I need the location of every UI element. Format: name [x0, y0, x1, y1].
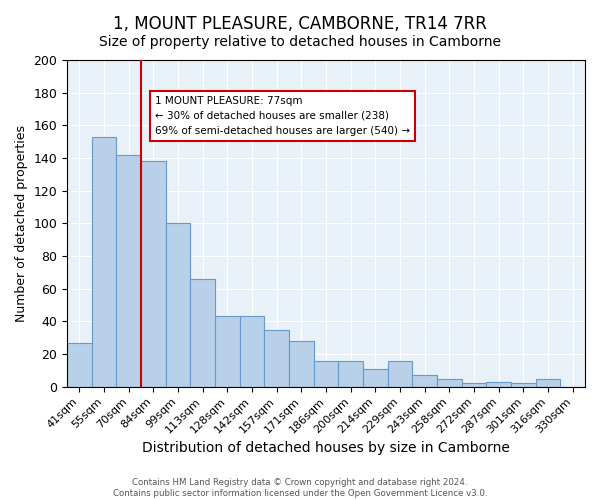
- Bar: [67, 342, 92, 386]
- Text: 1 MOUNT PLEASURE: 77sqm
← 30% of detached houses are smaller (238)
69% of semi-d: 1 MOUNT PLEASURE: 77sqm ← 30% of detache…: [155, 96, 410, 136]
- Bar: [487, 382, 511, 386]
- Bar: [437, 378, 462, 386]
- Bar: [116, 155, 141, 386]
- Bar: [190, 279, 215, 386]
- Bar: [92, 137, 116, 386]
- Text: Size of property relative to detached houses in Camborne: Size of property relative to detached ho…: [99, 35, 501, 49]
- Text: Contains HM Land Registry data © Crown copyright and database right 2024.
Contai: Contains HM Land Registry data © Crown c…: [113, 478, 487, 498]
- Bar: [511, 384, 536, 386]
- Text: 1, MOUNT PLEASURE, CAMBORNE, TR14 7RR: 1, MOUNT PLEASURE, CAMBORNE, TR14 7RR: [113, 15, 487, 33]
- Bar: [338, 360, 363, 386]
- Bar: [265, 330, 289, 386]
- Bar: [215, 316, 240, 386]
- Bar: [412, 376, 437, 386]
- X-axis label: Distribution of detached houses by size in Camborne: Distribution of detached houses by size …: [142, 441, 510, 455]
- Bar: [240, 316, 265, 386]
- Bar: [314, 360, 338, 386]
- Bar: [462, 384, 487, 386]
- Bar: [166, 224, 190, 386]
- Y-axis label: Number of detached properties: Number of detached properties: [15, 125, 28, 322]
- Bar: [141, 162, 166, 386]
- Bar: [388, 360, 412, 386]
- Bar: [289, 341, 314, 386]
- Bar: [536, 378, 560, 386]
- Bar: [363, 369, 388, 386]
